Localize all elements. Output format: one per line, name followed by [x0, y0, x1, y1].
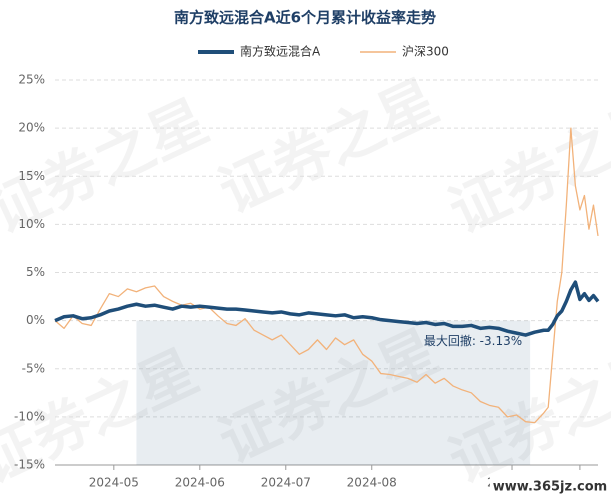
x-tick-label: 2024-05 [89, 476, 139, 490]
y-tick-label: 10% [18, 217, 45, 231]
series-line [54, 280, 600, 337]
y-tick-label: 25% [18, 73, 45, 87]
legend-label: 南方致远混合A [240, 44, 321, 59]
y-tick-label: -10% [14, 409, 45, 423]
y-tick-label: 5% [26, 265, 45, 279]
x-tick-label: 2024-06 [175, 476, 225, 490]
y-tick-label: -15% [14, 458, 45, 472]
y-tick-label: -5% [22, 361, 45, 375]
drawdown-region [136, 320, 531, 465]
y-tick-label: 0% [26, 313, 45, 327]
chart-title: 南方致远混合A近6个月累计收益率走势 [174, 9, 436, 27]
y-tick-label: 20% [18, 121, 45, 135]
legend-label: 沪深300 [402, 45, 449, 59]
series-line [54, 127, 599, 424]
drawdown-label: 最大回撤: -3.13% [424, 333, 522, 348]
source-label: www.365jz.com [493, 480, 607, 495]
watermark: 证券之星 [209, 67, 448, 227]
watermark: 证券之星 [439, 87, 611, 247]
x-tick-label: 2024-07 [261, 476, 311, 490]
x-tick-label: 2024-08 [347, 476, 397, 490]
source-bg [490, 477, 611, 497]
y-tick-label: 15% [18, 169, 45, 183]
